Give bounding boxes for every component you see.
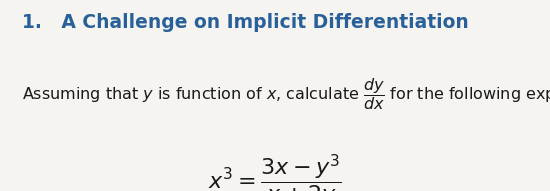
Text: Assuming that $y$ is function of $x$, calculate $\dfrac{dy}{dx}$ for the followi: Assuming that $y$ is function of $x$, ca…	[22, 76, 550, 112]
Text: 1.   A Challenge on Implicit Differentiation: 1. A Challenge on Implicit Differentiati…	[22, 13, 469, 32]
Text: $x^3 = \dfrac{3x - y^3}{x + 2y}$: $x^3 = \dfrac{3x - y^3}{x + 2y}$	[208, 153, 342, 191]
